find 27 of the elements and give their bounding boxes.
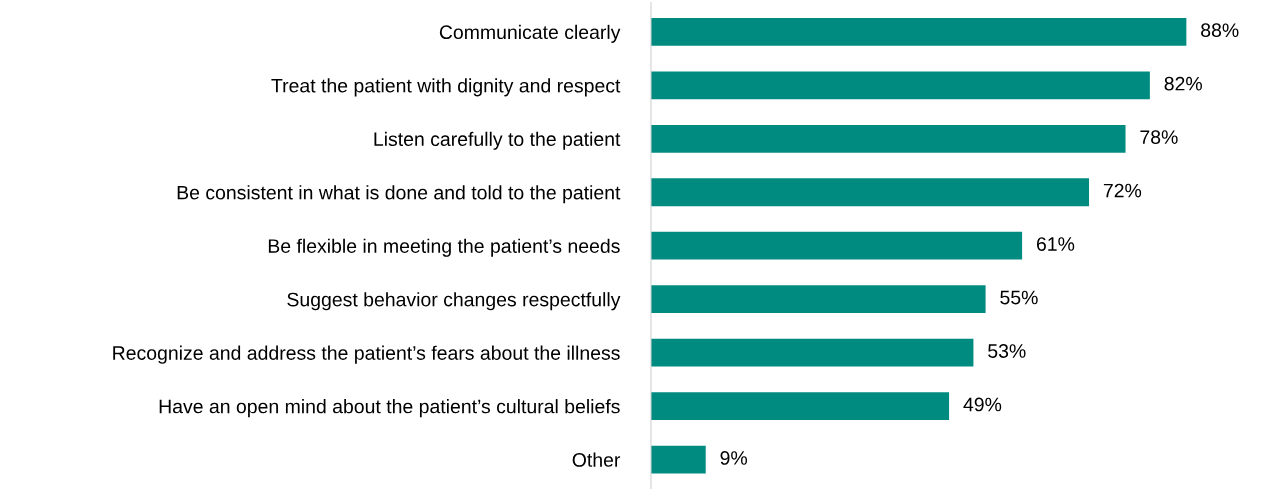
data-label: 55% [1000, 290, 1038, 305]
bar [650, 231, 1023, 260]
y-tick-label: Communicate clearly [439, 24, 621, 43]
data-label: 88% [1201, 23, 1239, 38]
bar [650, 285, 986, 314]
y-tick-label: Suggest behavior changes respectfully [287, 292, 621, 311]
data-label: 61% [1036, 237, 1075, 251]
y-tick-label: Have an open mind about the patient’s cultural beliefs [159, 399, 620, 418]
data-label: 72% [1103, 183, 1142, 198]
y-tick-label: Treat the patient with dignity and respect [271, 78, 621, 97]
bar [650, 124, 1126, 153]
y-tick-label: Other [572, 452, 621, 467]
data-label: 82% [1164, 76, 1202, 91]
y-tick-label: Listen carefully to the patient [374, 131, 621, 150]
y-tick-label: Be flexible in meeting the patient’s needs [268, 238, 620, 257]
bar [650, 445, 706, 474]
data-label: 9% [720, 451, 748, 465]
bar [650, 338, 974, 367]
data-label: 49% [963, 397, 1002, 412]
y-tick-label: Recognize and address the patient’s fears about the illness [113, 345, 620, 364]
bar [650, 17, 1187, 46]
bar [650, 71, 1150, 100]
bar [650, 392, 950, 421]
y-tick-label: Be consistent in what is done and told to the patient [177, 185, 621, 204]
data-label: 53% [988, 344, 1026, 358]
data-label: 78% [1140, 130, 1178, 145]
bar [650, 178, 1090, 207]
